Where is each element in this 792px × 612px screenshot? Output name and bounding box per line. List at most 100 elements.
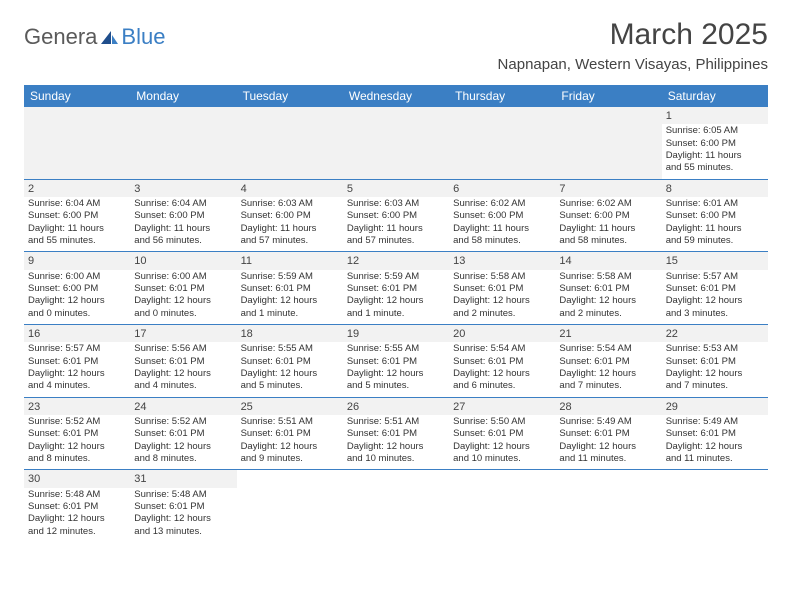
daylight-line1: Daylight: 12 hours [134,441,232,453]
day-number: 11 [237,252,343,269]
calendar-day-cell: 16Sunrise: 5:57 AMSunset: 6:01 PMDayligh… [24,325,130,398]
day-number: 3 [130,180,236,197]
calendar-day-cell: 12Sunrise: 5:59 AMSunset: 6:01 PMDayligh… [343,252,449,325]
sunrise-text: Sunrise: 5:59 AM [241,271,339,283]
sunrise-text: Sunrise: 6:00 AM [134,271,232,283]
calendar-day-cell: 29Sunrise: 5:49 AMSunset: 6:01 PMDayligh… [662,397,768,470]
daylight-line2: and 12 minutes. [28,526,126,538]
daylight-line1: Daylight: 12 hours [134,295,232,307]
day-number: 9 [24,252,130,269]
sunrise-text: Sunrise: 6:05 AM [666,125,764,137]
sunrise-text: Sunrise: 5:48 AM [28,489,126,501]
calendar-empty-cell [662,470,768,542]
sunset-text: Sunset: 6:01 PM [347,428,445,440]
calendar-empty-cell [449,107,555,179]
calendar-empty-cell [237,470,343,542]
sunrise-text: Sunrise: 6:02 AM [559,198,657,210]
sunrise-text: Sunrise: 5:58 AM [559,271,657,283]
sunrise-text: Sunrise: 6:04 AM [134,198,232,210]
day-number: 31 [130,470,236,487]
day-number: 13 [449,252,555,269]
day-number: 6 [449,180,555,197]
daylight-line2: and 5 minutes. [241,380,339,392]
calendar-day-cell: 3Sunrise: 6:04 AMSunset: 6:00 PMDaylight… [130,179,236,252]
calendar-day-cell: 10Sunrise: 6:00 AMSunset: 6:01 PMDayligh… [130,252,236,325]
calendar-day-cell: 19Sunrise: 5:55 AMSunset: 6:01 PMDayligh… [343,325,449,398]
sunrise-text: Sunrise: 6:04 AM [28,198,126,210]
day-number: 5 [343,180,449,197]
sunset-text: Sunset: 6:01 PM [28,428,126,440]
sunrise-text: Sunrise: 5:59 AM [347,271,445,283]
day-number: 4 [237,180,343,197]
daylight-line1: Daylight: 12 hours [666,295,764,307]
calendar-day-cell: 30Sunrise: 5:48 AMSunset: 6:01 PMDayligh… [24,470,130,542]
calendar-day-cell: 24Sunrise: 5:52 AMSunset: 6:01 PMDayligh… [130,397,236,470]
day-number: 27 [449,398,555,415]
calendar-empty-cell [555,470,661,542]
calendar-week-row: 1Sunrise: 6:05 AMSunset: 6:00 PMDaylight… [24,107,768,179]
day-header-thursday: Thursday [449,85,555,107]
daylight-line1: Daylight: 12 hours [134,513,232,525]
daylight-line1: Daylight: 12 hours [241,295,339,307]
sunset-text: Sunset: 6:01 PM [28,356,126,368]
daylight-line1: Daylight: 12 hours [241,368,339,380]
daylight-line1: Daylight: 12 hours [28,295,126,307]
day-header-friday: Friday [555,85,661,107]
day-number: 16 [24,325,130,342]
daylight-line1: Daylight: 11 hours [453,223,551,235]
daylight-line1: Daylight: 12 hours [453,441,551,453]
sunrise-text: Sunrise: 5:51 AM [241,416,339,428]
daylight-line2: and 10 minutes. [453,453,551,465]
calendar-day-cell: 4Sunrise: 6:03 AMSunset: 6:00 PMDaylight… [237,179,343,252]
calendar-day-cell: 9Sunrise: 6:00 AMSunset: 6:00 PMDaylight… [24,252,130,325]
daylight-line2: and 4 minutes. [28,380,126,392]
sunrise-text: Sunrise: 6:03 AM [347,198,445,210]
daylight-line1: Daylight: 12 hours [453,295,551,307]
sunset-text: Sunset: 6:01 PM [666,356,764,368]
sunset-text: Sunset: 6:01 PM [559,428,657,440]
sunset-text: Sunset: 6:00 PM [666,210,764,222]
day-number: 28 [555,398,661,415]
daylight-line2: and 1 minute. [241,308,339,320]
sunrise-text: Sunrise: 5:52 AM [28,416,126,428]
daylight-line1: Daylight: 12 hours [347,441,445,453]
daylight-line1: Daylight: 12 hours [241,441,339,453]
daylight-line1: Daylight: 12 hours [559,295,657,307]
sunset-text: Sunset: 6:01 PM [134,501,232,513]
daylight-line1: Daylight: 11 hours [559,223,657,235]
brand-logo: GeneraBlue [24,24,165,50]
calendar-empty-cell [343,470,449,542]
daylight-line2: and 13 minutes. [134,526,232,538]
daylight-line2: and 9 minutes. [241,453,339,465]
sunrise-text: Sunrise: 5:50 AM [453,416,551,428]
day-number: 7 [555,180,661,197]
daylight-line2: and 1 minute. [347,308,445,320]
day-header-sunday: Sunday [24,85,130,107]
sunset-text: Sunset: 6:01 PM [28,501,126,513]
calendar-day-cell: 13Sunrise: 5:58 AMSunset: 6:01 PMDayligh… [449,252,555,325]
day-number: 12 [343,252,449,269]
sunset-text: Sunset: 6:00 PM [28,210,126,222]
daylight-line2: and 8 minutes. [134,453,232,465]
daylight-line2: and 2 minutes. [559,308,657,320]
logo-text-part2: Blue [121,24,165,50]
sunset-text: Sunset: 6:01 PM [347,283,445,295]
daylight-line1: Daylight: 12 hours [666,368,764,380]
calendar-day-cell: 11Sunrise: 5:59 AMSunset: 6:01 PMDayligh… [237,252,343,325]
calendar-empty-cell [237,107,343,179]
sunset-text: Sunset: 6:01 PM [241,428,339,440]
daylight-line2: and 7 minutes. [666,380,764,392]
daylight-line1: Daylight: 11 hours [347,223,445,235]
daylight-line2: and 2 minutes. [453,308,551,320]
daylight-line2: and 8 minutes. [28,453,126,465]
day-header-row: SundayMondayTuesdayWednesdayThursdayFrid… [24,85,768,107]
day-number: 8 [662,180,768,197]
sunrise-text: Sunrise: 6:01 AM [666,198,764,210]
day-number: 1 [662,107,768,124]
daylight-line1: Daylight: 12 hours [559,368,657,380]
sunset-text: Sunset: 6:00 PM [241,210,339,222]
sunset-text: Sunset: 6:01 PM [134,356,232,368]
day-number: 14 [555,252,661,269]
calendar-week-row: 30Sunrise: 5:48 AMSunset: 6:01 PMDayligh… [24,470,768,542]
calendar-day-cell: 22Sunrise: 5:53 AMSunset: 6:01 PMDayligh… [662,325,768,398]
